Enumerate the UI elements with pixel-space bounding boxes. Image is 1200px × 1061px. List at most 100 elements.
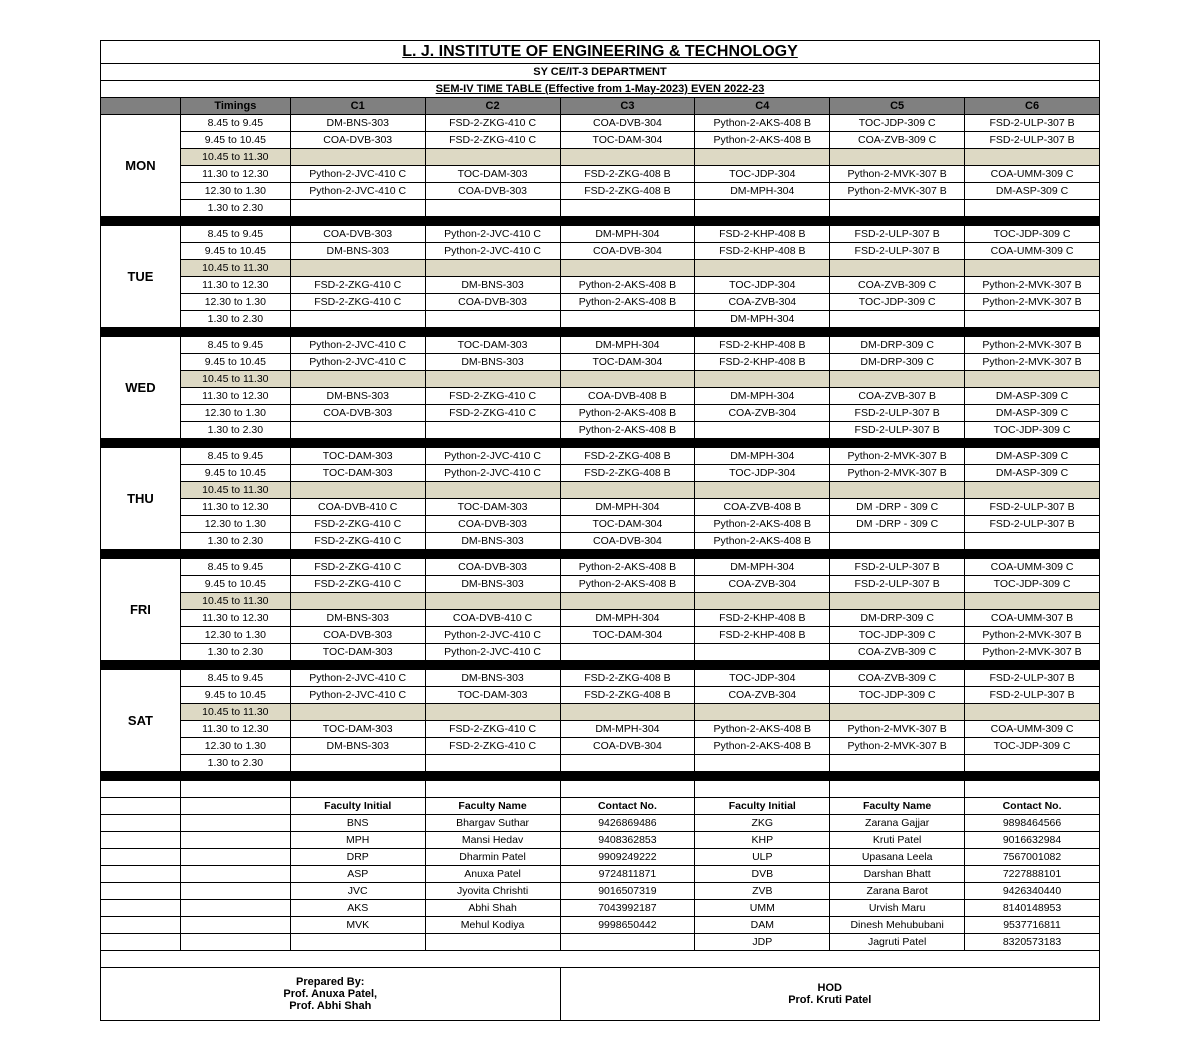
class-cell: TOC-JDP-309 C [830,687,965,704]
time-slot: 1.30 to 2.30 [180,422,290,439]
class-cell: FSD-2-ZKG-410 C [290,516,425,533]
class-cell: DM-MPH-304 [560,610,695,627]
class-cell [290,755,425,772]
class-cell: Python-2-MVK-307 B [830,465,965,482]
faculty-cell: AKS [290,900,425,917]
class-cell: DM-BNS-303 [425,576,560,593]
class-cell: COA-UMM-309 C [965,559,1100,576]
class-cell: FSD-2-KHP-408 B [695,627,830,644]
class-cell: COA-DVB-304 [560,533,695,550]
institute-title: L. J. INSTITUTE OF ENGINEERING & TECHNOL… [101,41,1100,64]
class-cell [425,149,560,166]
time-slot: 11.30 to 12.30 [180,610,290,627]
class-cell [560,704,695,721]
class-cell [695,422,830,439]
class-cell [965,593,1100,610]
faculty-cell: 9016507319 [560,883,695,900]
class-cell: FSD-2-ZKG-408 B [560,465,695,482]
class-cell: Python-2-AKS-408 B [695,738,830,755]
faculty-cell: ASP [290,866,425,883]
faculty-cell: 9426869486 [560,815,695,832]
faculty-cell: KHP [695,832,830,849]
class-cell [965,704,1100,721]
faculty-cell [290,934,425,951]
faculty-cell: Abhi Shah [425,900,560,917]
class-cell [290,260,425,277]
time-slot: 8.45 to 9.45 [180,559,290,576]
time-slot: 8.45 to 9.45 [180,670,290,687]
class-cell: COA-DVB-304 [560,243,695,260]
faculty-cell: Zarana Barot [830,883,965,900]
class-cell: TOC-JDP-304 [695,465,830,482]
class-cell [560,260,695,277]
time-slot: 10.45 to 11.30 [180,260,290,277]
class-cell: TOC-JDP-304 [695,670,830,687]
column-header: C6 [965,98,1100,115]
class-cell: DM-MPH-304 [695,448,830,465]
class-cell: Python-2-MVK-307 B [965,644,1100,661]
class-cell: FSD-2-ULP-307 B [965,516,1100,533]
class-cell: COA-ZVB-304 [695,687,830,704]
class-cell: Python-2-AKS-408 B [695,132,830,149]
class-cell: FSD-2-ULP-307 B [830,405,965,422]
class-cell: Python-2-JVC-410 C [425,448,560,465]
class-cell [425,311,560,328]
class-cell: Python-2-MVK-307 B [830,183,965,200]
time-slot: 1.30 to 2.30 [180,644,290,661]
class-cell [425,260,560,277]
class-cell: FSD-2-ZKG-408 B [560,687,695,704]
class-cell: COA-UMM-309 C [965,721,1100,738]
class-cell [290,200,425,217]
class-cell [425,371,560,388]
class-cell [965,755,1100,772]
faculty-cell: JDP [695,934,830,951]
class-cell: DM-MPH-304 [560,499,695,516]
faculty-header: Faculty Name [830,798,965,815]
class-cell: DM-MPH-304 [695,559,830,576]
faculty-cell: Zarana Gajjar [830,815,965,832]
faculty-header: Faculty Name [425,798,560,815]
class-cell [695,260,830,277]
faculty-cell: Darshan Bhatt [830,866,965,883]
faculty-cell: ULP [695,849,830,866]
class-cell [560,371,695,388]
class-cell [830,704,965,721]
time-slot: 1.30 to 2.30 [180,200,290,217]
class-cell: Python-2-JVC-410 C [425,627,560,644]
class-cell: DM-BNS-303 [290,388,425,405]
class-cell [830,533,965,550]
time-slot: 8.45 to 9.45 [180,337,290,354]
class-cell: FSD-2-ULP-307 B [965,670,1100,687]
time-slot: 12.30 to 1.30 [180,738,290,755]
time-slot: 9.45 to 10.45 [180,132,290,149]
class-cell [560,755,695,772]
class-cell: FSD-2-ZKG-410 C [290,533,425,550]
class-cell [830,593,965,610]
class-cell: FSD-2-ZKG-410 C [425,721,560,738]
class-cell [290,422,425,439]
class-cell: COA-UMM-309 C [965,166,1100,183]
class-cell [695,755,830,772]
class-cell: COA-ZVB-309 C [830,644,965,661]
class-cell: DM-MPH-304 [695,183,830,200]
class-cell: COA-UMM-307 B [965,610,1100,627]
time-slot: 11.30 to 12.30 [180,277,290,294]
class-cell: Python-2-MVK-307 B [965,354,1100,371]
class-cell: DM-MPH-304 [560,337,695,354]
class-cell: DM-BNS-303 [425,277,560,294]
class-cell: TOC-JDP-304 [695,277,830,294]
time-slot: 12.30 to 1.30 [180,183,290,200]
class-cell: TOC-DAM-303 [425,499,560,516]
class-cell: COA-DVB-304 [560,738,695,755]
class-cell [560,311,695,328]
class-cell: DM-BNS-303 [425,533,560,550]
class-cell: DM-BNS-303 [290,243,425,260]
class-cell: DM-ASP-309 C [965,448,1100,465]
time-slot: 8.45 to 9.45 [180,226,290,243]
class-cell [560,644,695,661]
day-label: SAT [101,670,181,772]
class-cell: TOC-DAM-303 [425,687,560,704]
class-cell [695,593,830,610]
class-cell: COA-ZVB-307 B [830,388,965,405]
class-cell: COA-DVB-303 [290,627,425,644]
